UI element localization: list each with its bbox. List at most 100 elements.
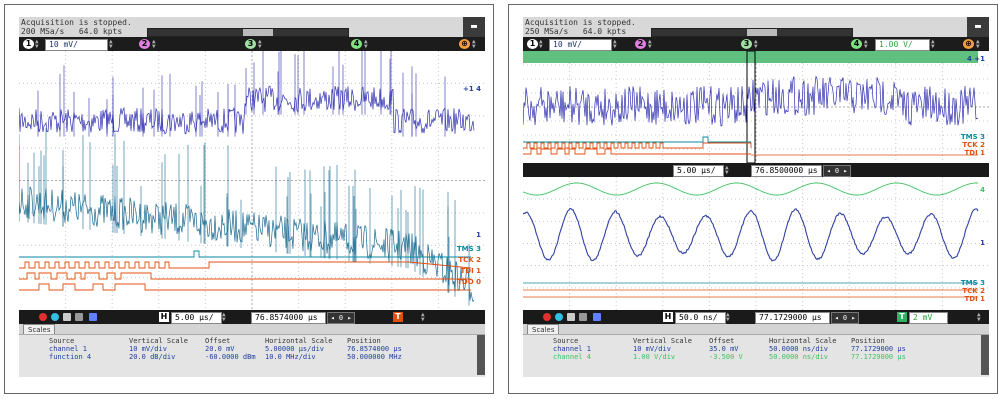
digital-icon[interactable] [593,313,601,321]
waveform-graticule [19,51,485,310]
zoom-position-nav[interactable]: ◂ 0 ▸ [823,165,851,177]
channel-3-spinner[interactable]: ▲ ▼ [754,38,758,50]
scope-display: Acquisition is stopped. 250 MSa/s 64.0 k… [523,17,989,377]
tab-scales[interactable]: Scales [527,324,560,335]
trigger-spinner[interactable]: ▲ ▼ [421,311,425,323]
scales-scrollbar[interactable] [477,335,485,375]
record-icon[interactable] [39,313,47,321]
memory-overview-bar[interactable] [651,28,853,37]
table-row[interactable]: channel 4 1.00 V/div -3.500 V 50.0000 ns… [553,353,906,361]
tck-trace [19,261,472,269]
digital-label-tdi: TDI 1 [460,267,481,275]
channel-1-offset-spinner[interactable]: ▲ ▼ [109,38,113,50]
channel-1-trace [19,85,475,135]
zoom-scale-spinner[interactable]: ▲ ▼ [725,164,729,176]
trigger-level-field[interactable]: 2 mV [909,312,948,324]
table-row[interactable]: function 4 20.0 dB/div -60.0000 dBm 10.0… [49,353,402,361]
analyze-icon[interactable] [555,313,563,321]
table-row[interactable]: channel 1 10 mV/div 35.0 mV 50.0000 ns/d… [553,345,906,353]
horizontal-label: H [663,312,673,322]
zoom-position-field[interactable]: 76.8500000 µs [751,165,822,177]
channel-2-spinner[interactable]: ▲ ▼ [152,38,156,50]
sample-rate: 250 MSa/s [525,27,569,36]
channel-1-button[interactable]: 1 [23,39,34,49]
channel-1-offset-spinner[interactable]: ▲ ▼ [613,38,617,50]
table-row[interactable]: channel 1 10 mV/div 20.0 mV 5.00000 µs/d… [49,345,402,353]
waveform-display[interactable]: 4 +1 TMS 3 TCK 2 TDI 1 5.00 µs/ ▲ ▼ 76.85… [523,51,989,310]
scales-header: Source Vertical Scale Offset Horizontal … [553,337,885,345]
tdi-trace [19,272,471,280]
digital-label-tdi-top: TDI 1 [964,149,985,157]
channel-1-spinner[interactable]: ▲ ▼ [539,38,543,50]
channel-1-marker: +1 4 [462,85,481,93]
channel-1-scale[interactable]: 10 mV/ [549,39,612,51]
tab-scales[interactable]: Scales [23,324,56,335]
channel-2-button[interactable]: 2 [635,39,646,49]
digital-label-tdo: TDO 0 [457,278,481,286]
scales-table: Source Vertical Scale Offset Horizontal … [19,334,485,377]
scales-scrollbar[interactable] [981,335,989,375]
horizontal-scale-field[interactable]: 50.0 ns/ [675,312,726,324]
scales-header: Source Vertical Scale Offset Horizontal … [49,337,381,345]
channel-3-button[interactable]: 3 [245,39,256,49]
horizontal-position-field[interactable]: 77.1729000 µs [755,312,830,324]
channel-1-spinner[interactable]: ▲ ▼ [35,38,39,50]
horizontal-position-field[interactable]: 76.8574000 µs [251,312,326,324]
channel-2-button[interactable]: 2 [139,39,150,49]
position-nav[interactable]: ◂ 0 ▸ [327,312,355,324]
record-icon[interactable] [543,313,551,321]
channel-bar: 1 ▲ ▼ 10 mV/ ▲ ▼ 2 ▲ ▼ 3 ▲ ▼ 4 ▲ ▼ ⊕ ▲ ▼ [19,37,485,51]
stop-icon: ▬ [974,21,982,32]
channel-4-offset-spinner[interactable]: ▲ ▼ [931,38,935,50]
zoom-area [523,177,989,310]
overview-window[interactable] [243,29,273,36]
math-spinner[interactable]: ▲ ▼ [472,38,476,50]
digital-label-tms: TMS 3 [960,279,985,287]
memory-overview-bar[interactable] [147,28,349,37]
status-bar: Acquisition is stopped. 250 MSa/s 64.0 k… [523,17,989,37]
waveform-display[interactable]: +1 4 1 TMS 3 TCK 2 TDI 1 TDO 0 [19,51,485,310]
channel-4-zoom-marker: 4 [980,186,985,194]
run-stop-button[interactable]: ▬ [463,17,485,37]
measure-icon[interactable] [567,313,575,321]
channel-1-zoom-trace [523,207,979,262]
channel-1-scale[interactable]: 10 mV/ [45,39,108,51]
tools-icon[interactable] [75,313,83,321]
channel-4-button[interactable]: 4 [851,39,862,49]
channel-2-spinner[interactable]: ▲ ▼ [648,38,652,50]
stop-icon: ▬ [470,21,478,32]
run-stop-button[interactable]: ▬ [967,17,989,37]
analyze-icon[interactable] [51,313,59,321]
position-nav[interactable]: ◂ 0 ▸ [831,312,859,324]
horizontal-scale-spinner[interactable]: ▲ ▼ [222,311,226,323]
channel-4-spinner[interactable]: ▲ ▼ [364,38,368,50]
tab-strip: Scales [19,324,485,335]
zoom-scale-field[interactable]: 5.00 µs/ [673,165,724,177]
channel-4-scale[interactable]: 1.00 V/ [875,39,930,51]
scope-display: Acquisition is stopped. 200 MSa/s 64.0 k… [19,17,485,377]
trigger-button[interactable]: T [393,312,403,322]
graticule-grid [19,51,485,310]
waveform-graticule [523,51,989,310]
measure-icon[interactable] [63,313,71,321]
channel-3-spinner[interactable]: ▲ ▼ [258,38,262,50]
tools-icon[interactable] [579,313,587,321]
trigger-spinner[interactable]: ▲ ▼ [977,311,981,323]
horizontal-scale-spinner[interactable]: ▲ ▼ [726,311,730,323]
channel-4-button[interactable]: 4 [351,39,362,49]
memory-depth: 64.0 kpts [582,27,627,36]
digital-icon[interactable] [89,313,97,321]
tab-strip: Scales [523,324,989,335]
tck-overview-trace [523,142,752,149]
math-spinner[interactable]: ▲ ▼ [976,38,980,50]
horizontal-scale-field[interactable]: 5.00 µs/ [171,312,222,324]
tms-trace [19,250,471,258]
math-button[interactable]: ⊕ [459,39,470,49]
math-button[interactable]: ⊕ [963,39,974,49]
channel-3-button[interactable]: 3 [741,39,752,49]
trigger-button[interactable]: T [897,312,907,322]
overview-window[interactable] [747,29,777,36]
channel-4-spinner[interactable]: ▲ ▼ [864,38,868,50]
digital-label-tck-top: TCK 2 [962,141,985,149]
channel-1-button[interactable]: 1 [527,39,538,49]
